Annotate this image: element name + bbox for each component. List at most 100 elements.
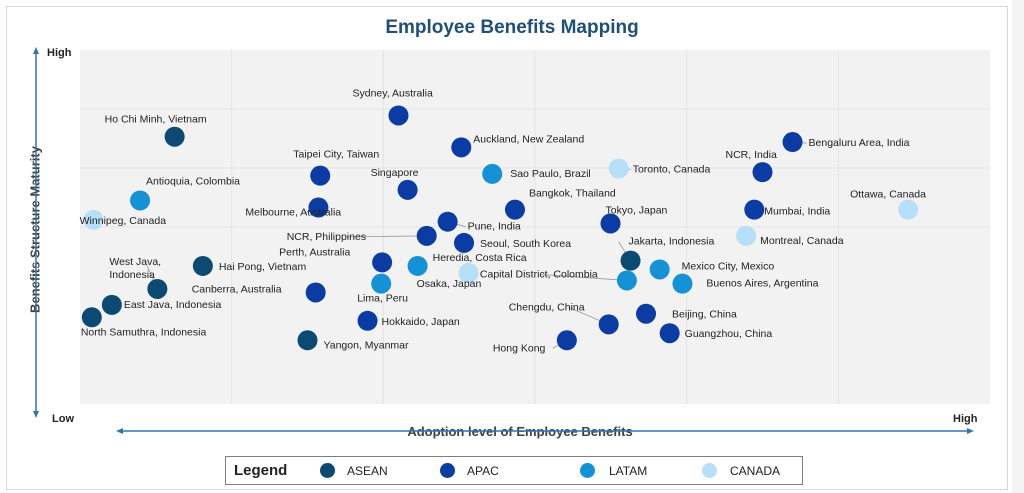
legend-title: Legend	[234, 462, 288, 479]
label-osaka-japan: Osaka, Japan	[417, 278, 482, 290]
point-west-java-indonesia	[147, 278, 168, 299]
y-axis-arrow-up	[33, 47, 39, 54]
label-ncr-philippines: NCR, Philippines	[287, 231, 366, 243]
label-antioquia-colombia: Antioquia, Colombia	[146, 175, 240, 187]
label-singapore: Singapore	[371, 167, 419, 179]
point-mumbai-india	[744, 199, 765, 220]
label-guangzhou-china: Guangzhou, China	[685, 328, 773, 340]
legend: Legend ASEAN APAC LATAM CANADA	[225, 456, 803, 485]
point-yangon-myanmar	[297, 330, 318, 351]
leader-ncr-philippines	[346, 235, 427, 238]
label-yangon-myanmar: Yangon, Myanmar	[324, 339, 410, 351]
point-lima-peru	[371, 273, 392, 294]
point-tokyo-japan	[600, 213, 621, 234]
label-auckland-new-zealand: Auckland, New Zealand	[473, 133, 584, 145]
point-auckland-new-zealand	[451, 137, 472, 158]
x-axis-arrow-right	[967, 428, 974, 434]
point-mexico-city-mexico	[649, 259, 670, 280]
legend-marker-apac	[440, 463, 455, 478]
label-ncr-india: NCR, India	[726, 149, 778, 161]
point-buenos-aires-argentina	[672, 273, 693, 294]
point-ottawa-canada	[898, 199, 919, 220]
point-heredia-costa-rica	[407, 255, 428, 276]
label-ho-chi-minh-vietnam: Ho Chi Minh, Vietnam	[105, 114, 207, 126]
point-ho-chi-minh-vietnam	[164, 126, 185, 147]
label-mumbai-india: Mumbai, India	[764, 206, 830, 218]
point-sao-paulo-brazil	[482, 163, 503, 184]
legend-marker-canada	[702, 463, 717, 478]
label-sao-paulo-brazil: Sao Paulo, Brazil	[510, 168, 591, 180]
label-jakarta-indonesia: Jakarta, Indonesia	[629, 236, 715, 248]
label-bangkok-thailand: Bangkok, Thailand	[529, 188, 616, 200]
label-winnipeg-canada: Winnipeg, Canada	[80, 215, 167, 227]
point-jakarta-indonesia	[620, 250, 641, 271]
y-axis-high-label: High	[47, 47, 72, 59]
point-hokkaido-japan	[357, 310, 378, 331]
label-seoul-south-korea: Seoul, South Korea	[480, 238, 571, 250]
point-hong-kong	[556, 330, 577, 351]
point-canberra-australia	[305, 282, 326, 303]
label-pune-india: Pune, India	[468, 221, 521, 233]
legend-marker-asean	[320, 463, 335, 478]
label-ottawa-canada: Ottawa, Canada	[850, 189, 926, 201]
point-winnipeg-canada	[83, 209, 104, 230]
x-axis-high-label: High	[953, 413, 978, 425]
label-lima-peru: Lima, Peru	[357, 293, 408, 305]
point-antioquia-colombia	[130, 190, 151, 211]
label-melbourne-australia: Melbourne, Australia	[245, 207, 341, 219]
label-tokyo-japan: Tokyo, Japan	[606, 204, 668, 216]
point-east-java-indonesia	[101, 294, 122, 315]
point-taipei-city-taiwan	[310, 165, 331, 186]
point-layer	[81, 105, 919, 351]
label-sydney-australia: Sydney, Australia	[353, 87, 434, 99]
point-toronto-canada	[608, 158, 629, 179]
point-ncr-philippines	[416, 225, 437, 246]
point-guangzhou-china	[659, 323, 680, 344]
chart-frame	[6, 6, 1008, 490]
point-chengdu-china	[598, 314, 619, 335]
label-montreal-canada: Montreal, Canada	[760, 235, 844, 247]
point-perth-australia	[372, 252, 393, 273]
y-axis-arrow-down	[33, 411, 39, 418]
label-beijing-china: Beijing, China	[672, 309, 737, 321]
point-sydney-australia	[388, 105, 409, 126]
point-north-samuthra-indonesia	[81, 307, 102, 328]
point-melbourne-australia	[308, 197, 329, 218]
point-ncr-india	[752, 162, 773, 183]
label-east-java-indonesia: East Java, Indonesia	[124, 299, 222, 311]
label-mexico-city-mexico: Mexico City, Mexico	[682, 260, 775, 272]
label-chengdu-china: Chengdu, China	[509, 301, 585, 313]
label-north-samuthra-indonesia: North Samuthra, Indonesia	[81, 326, 207, 338]
legend-label-canada: CANADA	[730, 464, 781, 478]
grid-layer	[80, 50, 990, 404]
label-capital-district-colombia: Capital District, Colombia	[480, 268, 598, 280]
label-perth-australia: Perth, Australia	[279, 246, 350, 258]
label-taipei-city-taiwan: Taipei City, Taiwan	[293, 149, 379, 161]
point-seoul-south-korea	[454, 232, 475, 253]
label-heredia-costa-rica: Heredia, Costa Rica	[433, 252, 527, 264]
window-scrollbar[interactable]	[1012, 0, 1024, 493]
point-pune-india	[437, 211, 458, 232]
point-osaka-japan	[458, 263, 479, 284]
leader-capital-district-colombia	[539, 274, 627, 281]
point-bengaluru-area-india	[782, 132, 803, 153]
label-hai-pong-vietnam: Hai Pong, Vietnam	[219, 261, 307, 273]
legend-marker-latam	[580, 463, 595, 478]
point-beijing-china	[636, 303, 657, 324]
label-bengaluru-area-india: Bengaluru Area, India	[809, 137, 910, 149]
point-bangkok-thailand	[504, 199, 525, 220]
label-west-java-indonesia: West Java, Indonesia	[109, 256, 161, 281]
legend-label-asean: ASEAN	[347, 464, 388, 478]
chart-title: Employee Benefits Mapping	[385, 17, 639, 38]
label-layer: Ho Chi Minh, Vietnam West Java, Indonesia E…	[80, 87, 926, 354]
label-hong-kong: Hong Kong	[493, 342, 546, 354]
point-hai-pong-vietnam	[192, 255, 213, 276]
legend-label-apac: APAC	[467, 464, 499, 478]
label-canberra-australia: Canberra, Australia	[192, 283, 282, 295]
label-hokkaido-japan: Hokkaido, Japan	[382, 316, 460, 328]
label-toronto-canada: Toronto, Canada	[633, 164, 711, 176]
label-buenos-aires-argentina: Buenos Aires, Argentina	[706, 278, 818, 290]
x-axis-arrow-left	[116, 428, 123, 434]
x-axis-low-label: Low	[52, 413, 74, 425]
